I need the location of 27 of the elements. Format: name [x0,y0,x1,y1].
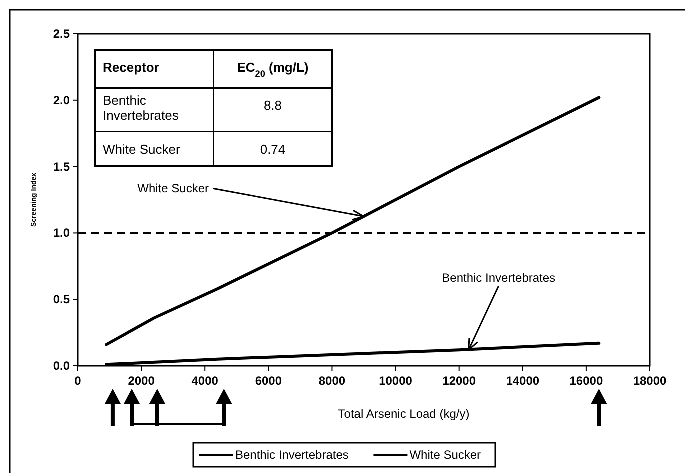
x-tick-label: 12000 [442,374,476,388]
x-tick-label: 8000 [318,374,346,388]
x-tick-label: 2000 [128,374,156,388]
legend-label: White Sucker [410,448,482,462]
y-tick-label: 0.0 [53,359,70,373]
y-tick-label: 0.5 [53,292,70,307]
x-tick-label: 14000 [506,374,540,388]
x-tick-label: 10000 [379,374,413,388]
x-tick-label: 0 [74,374,82,388]
y-tick-label: 1.0 [53,226,70,240]
y-tick-label: 2.5 [53,27,70,41]
legend-label: Benthic Invertebrates [236,448,349,462]
annotation: Benthic Invertebrates [103,93,180,123]
annotation: Receptor [103,60,160,75]
x-tick-label: 18000 [633,374,668,388]
x-tick-label: 16000 [570,374,604,388]
annotation: White Sucker [103,142,181,157]
x-axis-title: Total Arsenic Load (kg/y) [338,407,470,421]
annotation: EC$_{20}$ (mg/L) [237,60,309,79]
annotation: White Sucker [138,182,209,196]
y-tick-label: 1.5 [53,160,70,174]
annotation: 0.74 [260,142,286,157]
annotation: Benthic Invertebrates [442,271,556,286]
x-tick-label: 4000 [192,374,219,388]
annotation: 8.8 [264,98,282,113]
y-tick-label: 2.0 [53,93,70,108]
x-tick-label: 6000 [255,374,282,388]
